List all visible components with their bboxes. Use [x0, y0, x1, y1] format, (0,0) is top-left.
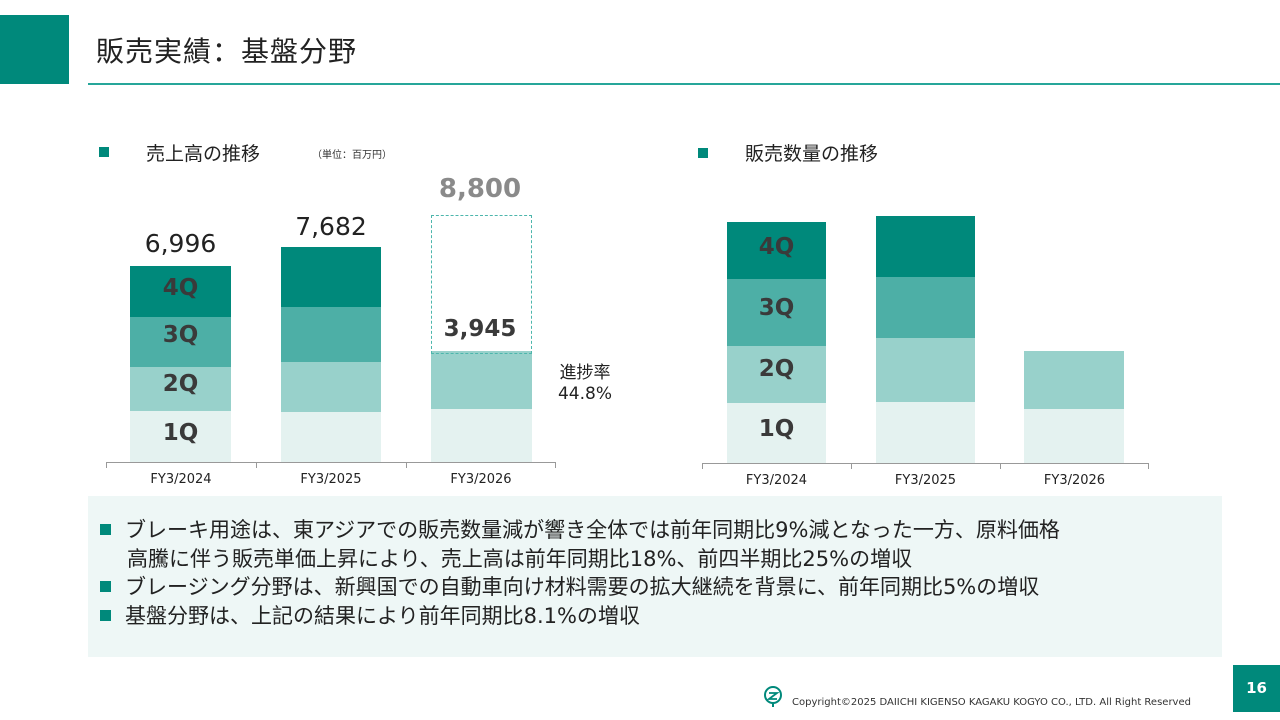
copyright-text: Copyright©2025 DAIICHI KIGENSO KAGAKU KO… — [792, 697, 1191, 708]
bar-segment-2q — [1024, 350, 1124, 409]
quarter-label: 3Q — [162, 322, 199, 348]
axis-tick — [256, 462, 257, 468]
bar-segment-1q — [727, 402, 826, 463]
sales-chart-label: 売上高の推移 — [146, 143, 261, 165]
summary-text: 基盤分野は、上記の結果により前年同期比8.1%の増収 — [125, 604, 640, 628]
summary-box: ブレーキ用途は、東アジアでの販売数量減が響き全体では前年同期比9%減となった一方… — [88, 496, 1222, 657]
summary-text: ブレージング分野は、新興国での自動車向け材料需要の拡大継続を背景に、前年同期比5… — [125, 575, 1040, 599]
summary-item: 基盤分野は、上記の結果により前年同期比8.1%の増収 — [100, 602, 640, 631]
sales-total-label: 7,682 — [295, 212, 367, 241]
target-outline — [431, 215, 532, 354]
volume-x-label: FY3/2024 — [745, 473, 808, 488]
bar-segment-3q — [727, 279, 826, 346]
bullet-square-icon — [99, 147, 109, 157]
bar-segment-4q — [876, 215, 975, 278]
volume-x-label: FY3/2025 — [894, 473, 957, 488]
company-logo-icon — [764, 686, 782, 707]
axis-tick — [106, 462, 107, 468]
volume-x-axis — [702, 463, 1149, 464]
quarter-label: 1Q — [758, 416, 795, 442]
quarter-label: 3Q — [758, 295, 795, 321]
actual-value: 3,945 — [443, 316, 517, 342]
progress-rate: 進捗率 44.8% — [545, 363, 625, 405]
quarter-label: 1Q — [162, 420, 199, 446]
sales-total-label: 6,996 — [144, 229, 217, 258]
bar-segment-3q — [281, 307, 381, 362]
axis-tick — [1148, 463, 1149, 469]
bar-segment-1q — [876, 401, 975, 463]
bar-segment-2q — [281, 361, 381, 413]
summary-text-continued: 高騰に伴う販売単価上昇により、売上高は前年同期比18%、前四半期比25%の増収 — [127, 547, 913, 571]
progress-label: 進捗率 — [559, 363, 611, 383]
bar-segment-2q — [130, 367, 231, 412]
bar-segment-1q — [431, 408, 532, 462]
bar-segment-2q — [431, 351, 532, 409]
axis-tick — [555, 462, 556, 468]
quarter-label: 4Q — [758, 234, 795, 260]
summary-text: ブレーキ用途は、東アジアでの販売数量減が響き全体では前年同期比9%減となった一方… — [125, 518, 1060, 542]
quarter-label: 2Q — [162, 371, 199, 397]
summary-item: ブレーキ用途は、東アジアでの販売数量減が響き全体では前年同期比9%減となった一方… — [100, 516, 1060, 545]
sales-chart-unit: （単位：百万円） — [312, 150, 392, 161]
quarter-label: 4Q — [162, 275, 199, 301]
volume-chart-label: 販売数量の推移 — [745, 143, 879, 165]
bullet-square-icon — [100, 610, 111, 621]
title-accent-block — [0, 15, 69, 84]
bar-segment-2q — [876, 338, 975, 402]
bullet-square-icon — [100, 581, 111, 592]
bar-segment-2q — [727, 345, 826, 403]
axis-tick — [851, 463, 852, 469]
axis-tick — [406, 462, 407, 468]
bar-segment-1q — [1024, 408, 1124, 463]
bullet-square-icon — [698, 148, 708, 158]
title-divider — [88, 83, 1280, 85]
quarter-label: 2Q — [758, 356, 795, 382]
bar-segment-4q — [727, 222, 826, 280]
page-number: 16 — [1233, 665, 1280, 712]
sales-x-label: FY3/2024 — [150, 472, 212, 487]
bar-segment-4q — [281, 246, 381, 308]
bar-segment-3q — [130, 316, 231, 368]
bar-segment-1q — [130, 411, 231, 462]
sales-x-axis — [106, 462, 556, 463]
bar-segment-1q — [281, 412, 381, 462]
axis-tick — [1000, 463, 1001, 469]
axis-tick — [702, 463, 703, 469]
progress-value: 44.8% — [557, 384, 612, 404]
bullet-square-icon — [100, 524, 111, 535]
summary-item: ブレージング分野は、新興国での自動車向け材料需要の拡大継続を背景に、前年同期比5… — [100, 573, 1039, 602]
target-value: 8,800 — [438, 174, 522, 204]
sales-x-label: FY3/2026 — [450, 472, 512, 487]
page-title: 販売実績：基盤分野 — [96, 35, 358, 68]
sales-x-label: FY3/2025 — [300, 472, 362, 487]
volume-x-label: FY3/2026 — [1043, 473, 1106, 488]
bar-segment-3q — [876, 277, 975, 339]
bar-segment-4q — [130, 266, 231, 317]
